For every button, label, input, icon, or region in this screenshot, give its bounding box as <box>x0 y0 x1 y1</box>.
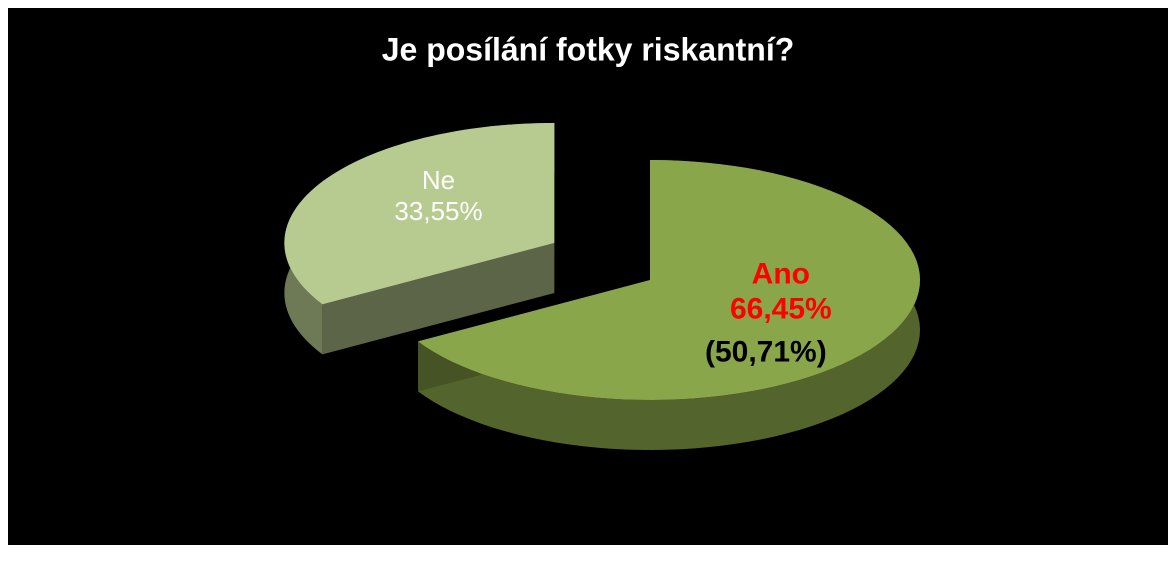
slice-label: Ano <box>752 257 810 290</box>
slice-radial-wall <box>322 242 555 355</box>
pie-slice <box>284 122 555 305</box>
slice-label: Ne <box>422 165 455 195</box>
annotation: (50,71%) <box>705 335 827 368</box>
slice-value-label: 66,45% <box>730 292 832 325</box>
slice-value-label: 33,55% <box>394 196 482 226</box>
chart-title: Je posílání fotky riskantní? <box>382 31 795 67</box>
pie-slice <box>418 160 920 400</box>
chart-background <box>8 8 1168 545</box>
